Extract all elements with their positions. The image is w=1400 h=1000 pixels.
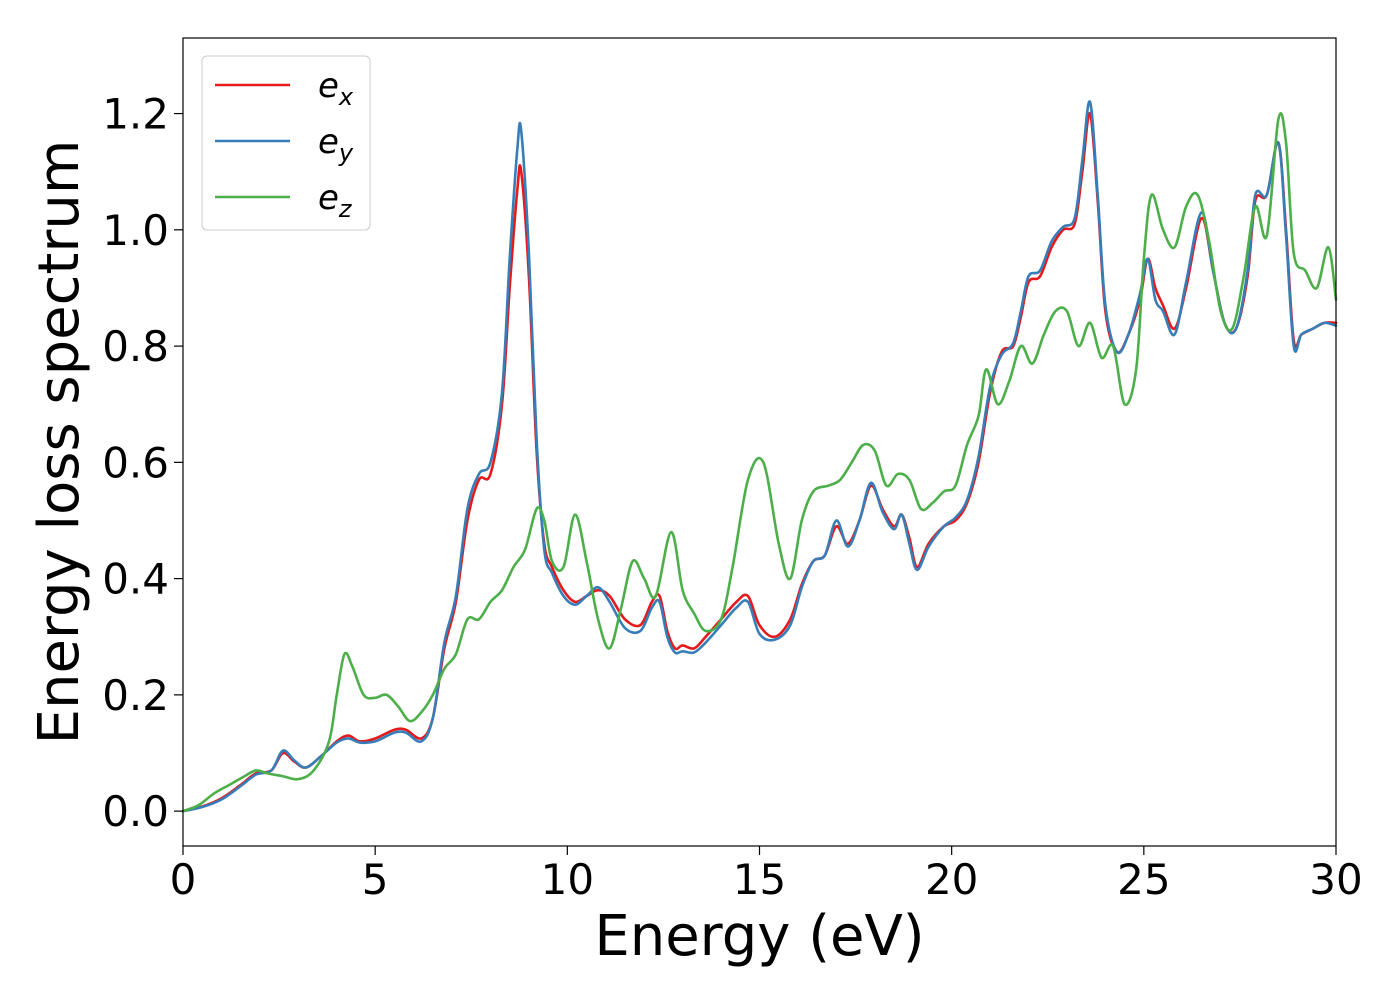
y-tick-label: 0.4 — [102, 555, 169, 604]
y-axis-ticks: 0.0 0.2 0.4 0.6 0.8 1.0 1.2 — [102, 90, 183, 836]
plot-background — [183, 38, 1336, 846]
y-tick-label: 0.0 — [102, 787, 169, 836]
x-tick-label: 15 — [733, 855, 786, 904]
y-tick-label: 1.0 — [102, 206, 169, 255]
x-axis-ticks: 0 5 10 15 20 25 30 — [170, 846, 1363, 904]
x-tick-label: 25 — [1117, 855, 1170, 904]
y-tick-label: 0.8 — [102, 322, 169, 371]
y-axis-title: Energy loss spectrum — [27, 140, 92, 745]
series-layer — [181, 100, 1338, 813]
y-tick-label: 0.6 — [102, 438, 169, 487]
y-tick-label: 0.2 — [102, 671, 169, 720]
x-tick-label: 0 — [170, 855, 197, 904]
x-axis-title: Energy (eV) — [594, 904, 924, 969]
x-tick-label: 10 — [541, 855, 594, 904]
x-tick-label: 20 — [925, 855, 978, 904]
x-tick-label: 5 — [362, 855, 389, 904]
series-line-z — [181, 112, 1338, 813]
series-line-y — [181, 100, 1338, 813]
y-tick-label: 1.2 — [102, 90, 169, 139]
legend-box — [201, 55, 371, 231]
x-tick-label: 30 — [1309, 855, 1362, 904]
